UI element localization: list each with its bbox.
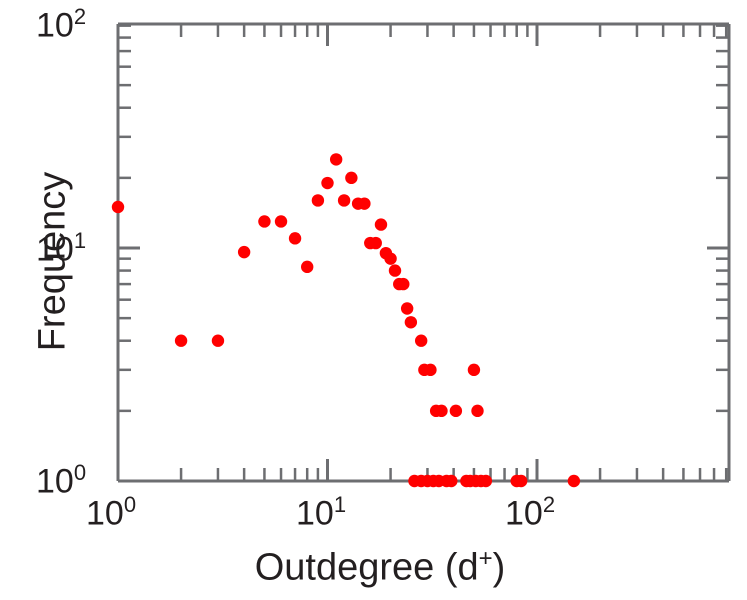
- data-point: [414, 334, 428, 347]
- data-point: [384, 252, 397, 265]
- data-point: [311, 194, 325, 207]
- x-tick-label-1: 100: [86, 492, 137, 533]
- y-tick-label-1: 100: [36, 460, 87, 501]
- axes-frame: [116, 22, 731, 483]
- data-point: [400, 302, 414, 315]
- data-point: [449, 404, 463, 418]
- data-point: [258, 215, 271, 228]
- data-point: [424, 363, 437, 377]
- x-tick-label-100: 102: [505, 492, 556, 533]
- data-point: [369, 236, 382, 250]
- data-point: [467, 363, 481, 377]
- data-point: [479, 474, 493, 488]
- data-point: [435, 404, 448, 418]
- data-point: [514, 474, 528, 488]
- data-point: [388, 264, 402, 277]
- data-points: [111, 153, 581, 488]
- x-axis-title: Outdegree (d+): [254, 545, 506, 589]
- data-point: [404, 316, 418, 329]
- data-point: [358, 197, 371, 210]
- data-point: [337, 194, 351, 207]
- data-point: [274, 215, 288, 228]
- data-point: [345, 171, 358, 185]
- data-point: [211, 334, 225, 347]
- data-point: [471, 404, 484, 418]
- data-point: [288, 232, 302, 245]
- data-point: [567, 474, 581, 488]
- data-point: [397, 277, 410, 291]
- data-point: [445, 474, 458, 488]
- y-axis-title: Frequency: [31, 171, 74, 352]
- axis-ticks: [116, 24, 729, 483]
- data-point: [111, 200, 125, 214]
- data-point: [237, 245, 251, 259]
- data-point: [301, 260, 314, 274]
- y-tick-label-100: 102: [36, 4, 87, 45]
- data-point: [174, 334, 188, 347]
- data-point: [321, 176, 334, 190]
- y-tick-label-10: 101: [36, 228, 87, 269]
- x-tick-label-10: 101: [296, 492, 347, 533]
- data-point: [374, 218, 388, 231]
- data-point: [329, 153, 343, 166]
